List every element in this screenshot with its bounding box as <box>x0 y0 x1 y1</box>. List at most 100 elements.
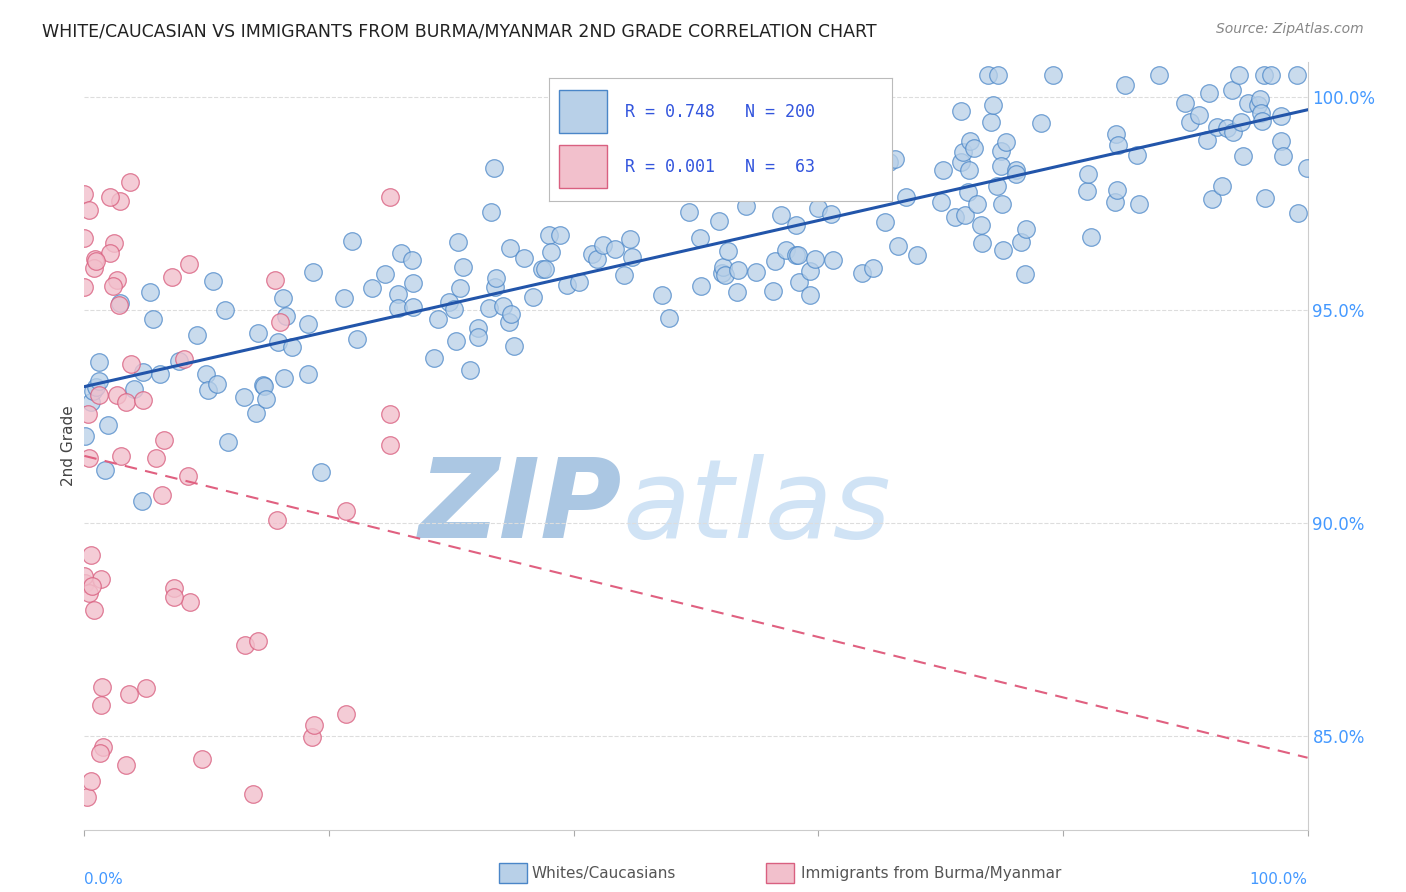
Point <box>458 363 481 377</box>
Text: Immigrants from Burma/Myanmar: Immigrants from Burma/Myanmar <box>801 866 1062 880</box>
Point <box>990 145 1012 159</box>
Point <box>115 758 138 772</box>
Point <box>233 390 256 404</box>
Point <box>335 503 357 517</box>
Point <box>540 244 562 259</box>
Point <box>122 382 145 396</box>
Point <box>179 595 201 609</box>
Point <box>252 378 274 392</box>
Point <box>1227 68 1250 82</box>
Point <box>807 201 830 215</box>
Point <box>82 579 104 593</box>
Point <box>120 357 142 371</box>
Point <box>952 145 974 159</box>
Point <box>568 275 591 289</box>
Point <box>186 328 208 343</box>
Point <box>1250 113 1272 128</box>
Point <box>707 214 730 228</box>
Point <box>1270 110 1292 124</box>
Point <box>1272 149 1295 163</box>
Point <box>447 235 470 249</box>
Point <box>73 231 96 245</box>
Point <box>194 367 217 381</box>
Point <box>991 197 1014 211</box>
Point <box>98 246 121 260</box>
Point <box>1107 183 1129 197</box>
Point <box>335 707 357 722</box>
Point <box>678 204 700 219</box>
Point <box>108 298 131 312</box>
Point <box>716 244 738 258</box>
Point <box>214 303 236 318</box>
Point <box>423 351 446 366</box>
Point <box>387 301 409 315</box>
Point <box>613 268 636 282</box>
Point <box>163 590 186 604</box>
Point <box>103 236 125 251</box>
Point <box>585 252 607 267</box>
Point <box>79 395 101 409</box>
Point <box>498 315 520 329</box>
Point <box>89 374 111 388</box>
Point <box>402 276 425 290</box>
Point <box>990 159 1012 173</box>
Point <box>485 271 508 285</box>
Point <box>98 190 121 204</box>
Point <box>135 681 157 696</box>
Point <box>76 789 98 804</box>
Point <box>451 260 474 275</box>
Point <box>1188 107 1211 121</box>
Point <box>87 388 110 402</box>
Point <box>90 698 112 713</box>
Point <box>374 267 396 281</box>
Point <box>905 248 928 262</box>
Point <box>966 197 988 211</box>
Point <box>662 186 685 200</box>
Point <box>1031 116 1053 130</box>
Point <box>1260 68 1282 82</box>
Point <box>787 248 810 262</box>
Point <box>297 367 319 381</box>
Point <box>132 365 155 379</box>
Point <box>744 265 766 279</box>
Point <box>77 203 100 218</box>
Point <box>479 205 502 219</box>
Point <box>970 219 993 233</box>
Point <box>478 301 501 316</box>
Point <box>114 395 136 409</box>
Point <box>1253 191 1275 205</box>
Point <box>333 291 356 305</box>
Point <box>264 273 287 287</box>
Point <box>90 573 112 587</box>
Point <box>1105 127 1128 141</box>
Point <box>835 151 858 165</box>
Point <box>1174 95 1197 110</box>
Point <box>995 135 1018 149</box>
Point <box>1232 149 1254 163</box>
Point <box>160 269 183 284</box>
Point <box>501 308 523 322</box>
Point <box>1270 134 1292 148</box>
Point <box>401 253 423 268</box>
Point <box>273 371 295 385</box>
Point <box>467 330 489 344</box>
Point <box>380 408 402 422</box>
Point <box>1015 221 1038 235</box>
Point <box>1195 133 1218 147</box>
Point <box>1296 161 1319 175</box>
Point <box>957 162 980 177</box>
Point <box>1286 205 1309 219</box>
Point <box>727 262 749 277</box>
Text: 100.0%: 100.0% <box>1250 871 1308 887</box>
Text: atlas: atlas <box>623 454 891 561</box>
Point <box>499 241 522 255</box>
Point <box>97 417 120 432</box>
Point <box>145 450 167 465</box>
Text: 0.0%: 0.0% <box>84 871 124 887</box>
Point <box>886 239 908 253</box>
Point <box>949 104 972 119</box>
Point <box>689 279 711 293</box>
Point <box>862 260 884 275</box>
Point <box>105 273 128 287</box>
Point <box>110 449 132 463</box>
